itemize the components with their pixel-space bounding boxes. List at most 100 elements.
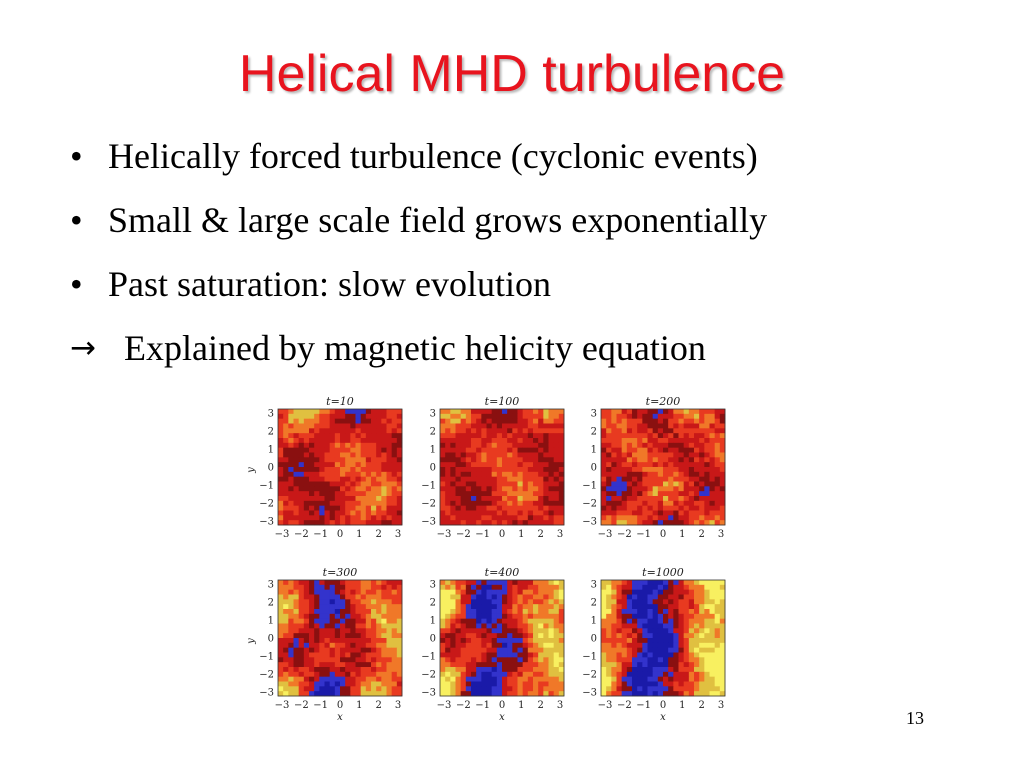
panel-frame (277, 579, 403, 697)
panel-time-label: t=10 (326, 395, 354, 408)
bullet-icon: • (70, 264, 83, 304)
panel-time-label: t=400 (485, 566, 520, 579)
x-tick-label: 1 (679, 529, 685, 540)
conclusion-item: → Explained by magnetic helicity equatio… (70, 325, 970, 389)
y-tick-label: 3 (591, 409, 597, 420)
field-map (278, 409, 403, 526)
y-tick-label: 1 (591, 616, 597, 627)
x-tick-label: −3 (598, 700, 613, 711)
x-tick-label: 0 (660, 700, 666, 711)
conclusion-text: Explained by magnetic helicity equation (124, 328, 706, 368)
field-map (440, 580, 565, 697)
x-tick-label: 2 (537, 700, 543, 711)
bullet-item: • Past saturation: slow evolution (70, 261, 970, 325)
x-axis-label: x (499, 712, 505, 723)
y-tick-label: −2 (582, 670, 597, 681)
y-tick-label: −1 (259, 652, 274, 663)
y-tick-label: −2 (259, 670, 274, 681)
y-tick-label: −1 (582, 652, 597, 663)
y-tick-label: 0 (268, 634, 274, 645)
x-tick-label: 1 (518, 529, 524, 540)
y-tick-label: 0 (268, 463, 274, 474)
y-tick-label: −1 (421, 652, 436, 663)
y-tick-label: −2 (421, 670, 436, 681)
y-tick-label: 2 (591, 598, 597, 609)
x-tick-label: 3 (395, 529, 401, 540)
x-tick-label: 0 (499, 529, 505, 540)
bullet-text: Small & large scale field grows exponent… (108, 200, 768, 240)
x-tick-label: 2 (698, 700, 704, 711)
x-tick-label: 3 (718, 700, 724, 711)
y-tick-label: −3 (421, 688, 436, 699)
y-tick-label: 3 (430, 409, 436, 420)
slide-title: Helical MHD turbulence (238, 45, 786, 103)
y-axis-label: y (246, 467, 257, 474)
x-tick-label: 3 (557, 700, 563, 711)
y-tick-label: 3 (591, 580, 597, 591)
simulation-panel: t=400 3 2 1 0 −1 −2 −3−3 −2 −1 0 1 2 3 x (421, 566, 565, 723)
simulation-panel: t=1000 3 2 1 0 −1 −2 −3−3 −2 −1 0 1 2 3 x (582, 566, 726, 723)
x-tick-label: −1 (475, 700, 490, 711)
bullet-text: Helically forced turbulence (cyclonic ev… (108, 136, 758, 176)
x-tick-label: 0 (337, 529, 343, 540)
y-tick-label: 0 (591, 463, 597, 474)
y-tick-label: −2 (582, 499, 597, 510)
x-tick-label: −3 (275, 529, 290, 540)
panel-frame (600, 408, 726, 526)
panel-frame (439, 408, 565, 526)
x-tick-label: −2 (617, 529, 632, 540)
x-axis-label: x (337, 712, 343, 723)
x-axis-label: x (660, 712, 666, 723)
y-tick-label: 1 (430, 616, 436, 627)
y-tick-label: 3 (430, 580, 436, 591)
x-tick-label: −3 (275, 700, 290, 711)
x-tick-label: −2 (617, 700, 632, 711)
y-tick-label: 2 (430, 427, 436, 438)
y-tick-label: −2 (421, 499, 436, 510)
field-map (601, 409, 726, 526)
simulation-figure: t=10 3 2 1 0 −1 −2 −3 −3 −2 −1 0 1 2 3 y t=100 3 2 1 0 −1 −2 −3… (240, 392, 740, 732)
panel-time-label: t=1000 (642, 566, 684, 579)
y-tick-label: −3 (582, 517, 597, 528)
x-tick-label: 3 (557, 529, 563, 540)
bullet-text: Past saturation: slow evolution (108, 264, 551, 304)
x-tick-label: −3 (598, 529, 613, 540)
y-tick-label: −3 (582, 688, 597, 699)
x-tick-label: −1 (636, 700, 651, 711)
simulation-panel: t=100 3 2 1 0 −1 −2 −3−3 −2 −1 0 1 2 3 (421, 395, 565, 540)
x-tick-label: −2 (456, 529, 471, 540)
field-map (278, 580, 403, 697)
panel-frame (439, 579, 565, 697)
y-tick-label: −3 (259, 688, 274, 699)
y-tick-label: 0 (430, 463, 436, 474)
x-tick-label: 0 (337, 700, 343, 711)
x-tick-label: −1 (475, 529, 490, 540)
panel-time-label: t=300 (323, 566, 358, 579)
field-map (601, 580, 726, 697)
simulation-panel: t=10 3 2 1 0 −1 −2 −3−3 −2 −1 0 1 2 3 y (246, 395, 403, 540)
y-tick-label: 1 (591, 445, 597, 456)
x-tick-label: −1 (313, 700, 328, 711)
field-map (440, 409, 565, 526)
arrow-right-icon: → (70, 330, 96, 366)
panel-frame (600, 579, 726, 697)
x-tick-label: −1 (313, 529, 328, 540)
x-tick-label: 1 (356, 529, 362, 540)
x-tick-label: 1 (356, 700, 362, 711)
y-tick-label: −3 (421, 517, 436, 528)
x-tick-label: 3 (395, 700, 401, 711)
y-tick-label: 1 (430, 445, 436, 456)
x-tick-label: 2 (537, 529, 543, 540)
y-tick-label: 2 (268, 598, 274, 609)
x-tick-label: −2 (294, 529, 309, 540)
y-tick-label: −2 (259, 499, 274, 510)
bullet-item: • Small & large scale field grows expone… (70, 197, 970, 261)
panel-frame (277, 408, 403, 526)
x-tick-label: −3 (437, 529, 452, 540)
page-number: 13 (906, 708, 924, 728)
x-tick-label: −2 (456, 700, 471, 711)
x-tick-label: 2 (698, 529, 704, 540)
y-tick-label: 2 (430, 598, 436, 609)
